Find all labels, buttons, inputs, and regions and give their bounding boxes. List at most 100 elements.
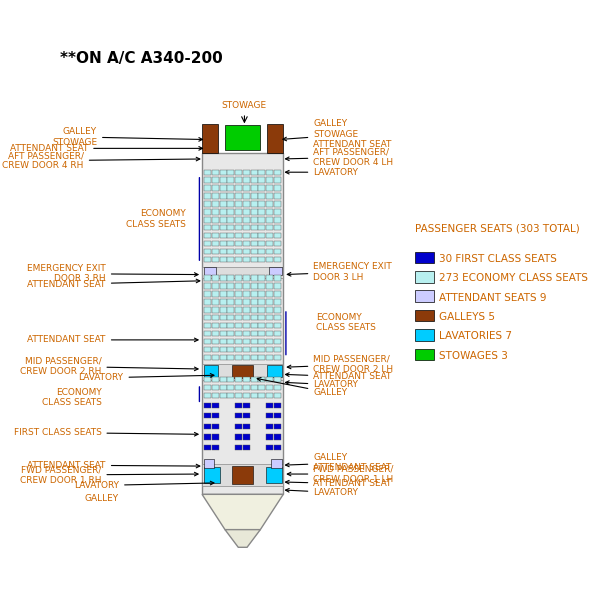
Text: GALLEY
STOWAGE: GALLEY STOWAGE — [52, 127, 203, 147]
Bar — [266, 467, 281, 483]
Bar — [204, 169, 211, 175]
Text: STOWAGES 3: STOWAGES 3 — [439, 351, 508, 361]
Text: LAVATORY: LAVATORY — [286, 168, 358, 177]
Bar — [243, 283, 250, 289]
Bar — [258, 209, 265, 215]
Bar — [212, 177, 219, 183]
Bar — [250, 257, 258, 262]
Bar — [204, 308, 211, 312]
Text: FWD PASSENGER/
CREW DOOR 1 LH: FWD PASSENGER/ CREW DOOR 1 LH — [287, 464, 394, 484]
Bar — [227, 331, 234, 336]
Text: MID PASSENGER/
CREW DOOR 2 LH: MID PASSENGER/ CREW DOOR 2 LH — [287, 355, 393, 374]
Bar — [235, 377, 242, 382]
Bar — [220, 241, 227, 247]
Text: 30 FIRST CLASS SEATS: 30 FIRST CLASS SEATS — [439, 254, 557, 264]
Text: LAVATORIES 7: LAVATORIES 7 — [439, 332, 512, 341]
Bar — [220, 186, 227, 191]
Bar — [235, 291, 242, 297]
Bar — [202, 464, 283, 485]
Bar — [220, 299, 227, 305]
Bar — [250, 331, 258, 336]
Bar — [250, 339, 258, 344]
Bar — [250, 169, 258, 175]
Bar — [212, 315, 219, 320]
Bar — [258, 323, 265, 329]
Bar — [235, 283, 242, 289]
Bar — [212, 217, 219, 223]
Bar — [243, 209, 250, 215]
Bar — [258, 194, 265, 198]
Bar — [266, 424, 273, 429]
Bar — [258, 377, 265, 382]
Bar — [220, 233, 227, 238]
Bar — [273, 233, 281, 238]
Bar — [273, 308, 281, 312]
Bar — [266, 385, 273, 390]
Bar — [220, 276, 227, 281]
Bar — [212, 283, 219, 289]
Bar — [235, 339, 242, 344]
Bar — [243, 201, 250, 207]
Bar — [202, 364, 283, 380]
Bar — [415, 310, 434, 321]
Bar — [266, 169, 273, 175]
Bar — [266, 257, 273, 262]
Bar — [235, 186, 242, 191]
Bar — [250, 323, 258, 329]
Bar — [273, 377, 281, 382]
Bar — [266, 377, 273, 382]
Bar — [258, 347, 265, 352]
Bar — [220, 308, 227, 312]
Bar — [212, 347, 219, 352]
Bar — [243, 393, 250, 398]
Bar — [220, 257, 227, 262]
Text: FIRST CLASS SEATS: FIRST CLASS SEATS — [13, 428, 198, 437]
Bar — [204, 283, 211, 289]
Bar — [212, 445, 219, 450]
Bar — [227, 347, 234, 352]
Bar — [250, 194, 258, 198]
Bar — [266, 308, 273, 312]
Bar — [266, 194, 273, 198]
Bar — [258, 339, 265, 344]
Bar — [235, 308, 242, 312]
Bar — [235, 169, 242, 175]
Bar — [266, 393, 273, 398]
Bar — [204, 225, 211, 230]
Bar — [235, 323, 242, 329]
Text: ATTENDANT SEAT: ATTENDANT SEAT — [27, 461, 200, 470]
Bar — [235, 445, 242, 450]
Bar — [258, 201, 265, 207]
Text: EMERGENCY EXIT
DOOR 3 RH: EMERGENCY EXIT DOOR 3 RH — [27, 264, 198, 283]
Bar — [258, 331, 265, 336]
Bar — [227, 283, 234, 289]
Text: AFT PASSENGER/
CREW DOOR 4 RH: AFT PASSENGER/ CREW DOOR 4 RH — [2, 151, 200, 171]
Text: LAVATORY: LAVATORY — [286, 488, 358, 497]
Bar — [250, 209, 258, 215]
Bar — [273, 424, 281, 429]
Bar — [212, 413, 219, 418]
Bar — [273, 257, 281, 262]
Bar — [243, 225, 250, 230]
Bar — [212, 225, 219, 230]
Bar — [266, 331, 273, 336]
Text: GALLEYS 5: GALLEYS 5 — [439, 312, 495, 322]
Bar — [258, 276, 265, 281]
Bar — [273, 299, 281, 305]
Bar — [204, 186, 211, 191]
Text: LAVATORY: LAVATORY — [79, 373, 214, 382]
Bar — [220, 283, 227, 289]
Bar — [273, 225, 281, 230]
Bar — [250, 283, 258, 289]
Bar — [220, 225, 227, 230]
Bar — [258, 355, 265, 360]
Text: ATTENDANT SEAT: ATTENDANT SEAT — [286, 373, 391, 382]
Text: GALLEY: GALLEY — [257, 377, 347, 397]
Bar — [258, 291, 265, 297]
Bar — [204, 365, 218, 377]
Bar — [258, 241, 265, 247]
Bar — [204, 355, 211, 360]
Bar — [212, 377, 219, 382]
Bar — [243, 385, 250, 390]
Bar — [227, 169, 234, 175]
